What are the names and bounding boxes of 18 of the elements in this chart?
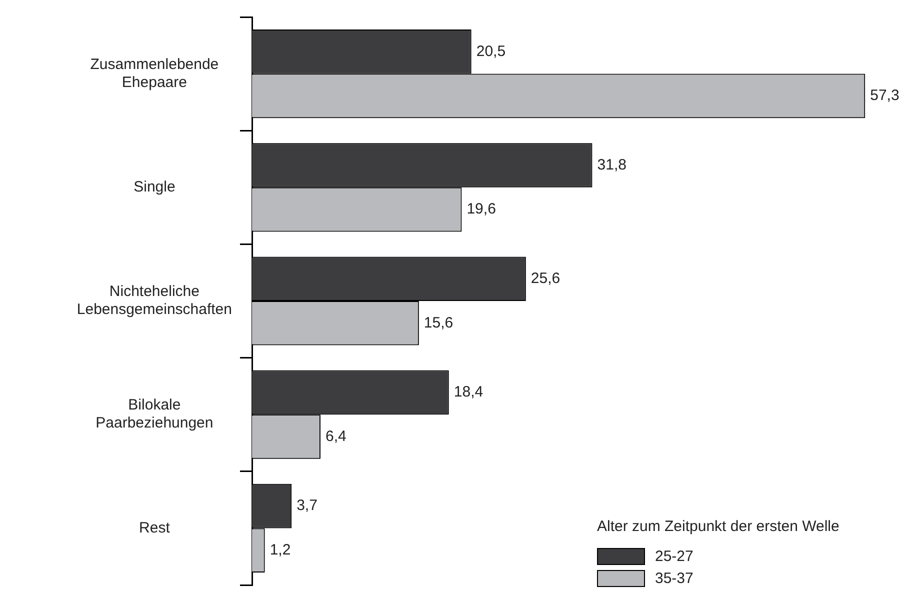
data-label: 31,8 bbox=[597, 156, 626, 174]
y-tick-label: Bilokale Paarbeziehungen bbox=[96, 396, 214, 432]
legend-label: 35-37 bbox=[655, 570, 694, 586]
data-label: 3,7 bbox=[296, 497, 318, 514]
y-tick-label: Rest bbox=[139, 519, 171, 536]
data-label: 57,3 bbox=[870, 87, 900, 104]
y-tick-label: Zusammenlebende Ehepaare bbox=[90, 56, 219, 91]
data-label: 25,6 bbox=[530, 270, 560, 287]
legend-label: 25-27 bbox=[655, 548, 694, 564]
y-tick-label: Nichteheliche Lebensgemeinschaften bbox=[76, 283, 232, 318]
data-label: 15,6 bbox=[424, 314, 454, 332]
y-tick-label: Single bbox=[134, 178, 176, 196]
data-label: 1,2 bbox=[270, 541, 291, 558]
data-label: 19,6 bbox=[466, 200, 496, 218]
data-label: 6,4 bbox=[325, 428, 346, 445]
data-label: 20,5 bbox=[476, 42, 506, 60]
data-label: 18,4 bbox=[454, 384, 484, 401]
legend-title: Alter zum Zeitpunkt der ersten Welle bbox=[597, 518, 840, 535]
